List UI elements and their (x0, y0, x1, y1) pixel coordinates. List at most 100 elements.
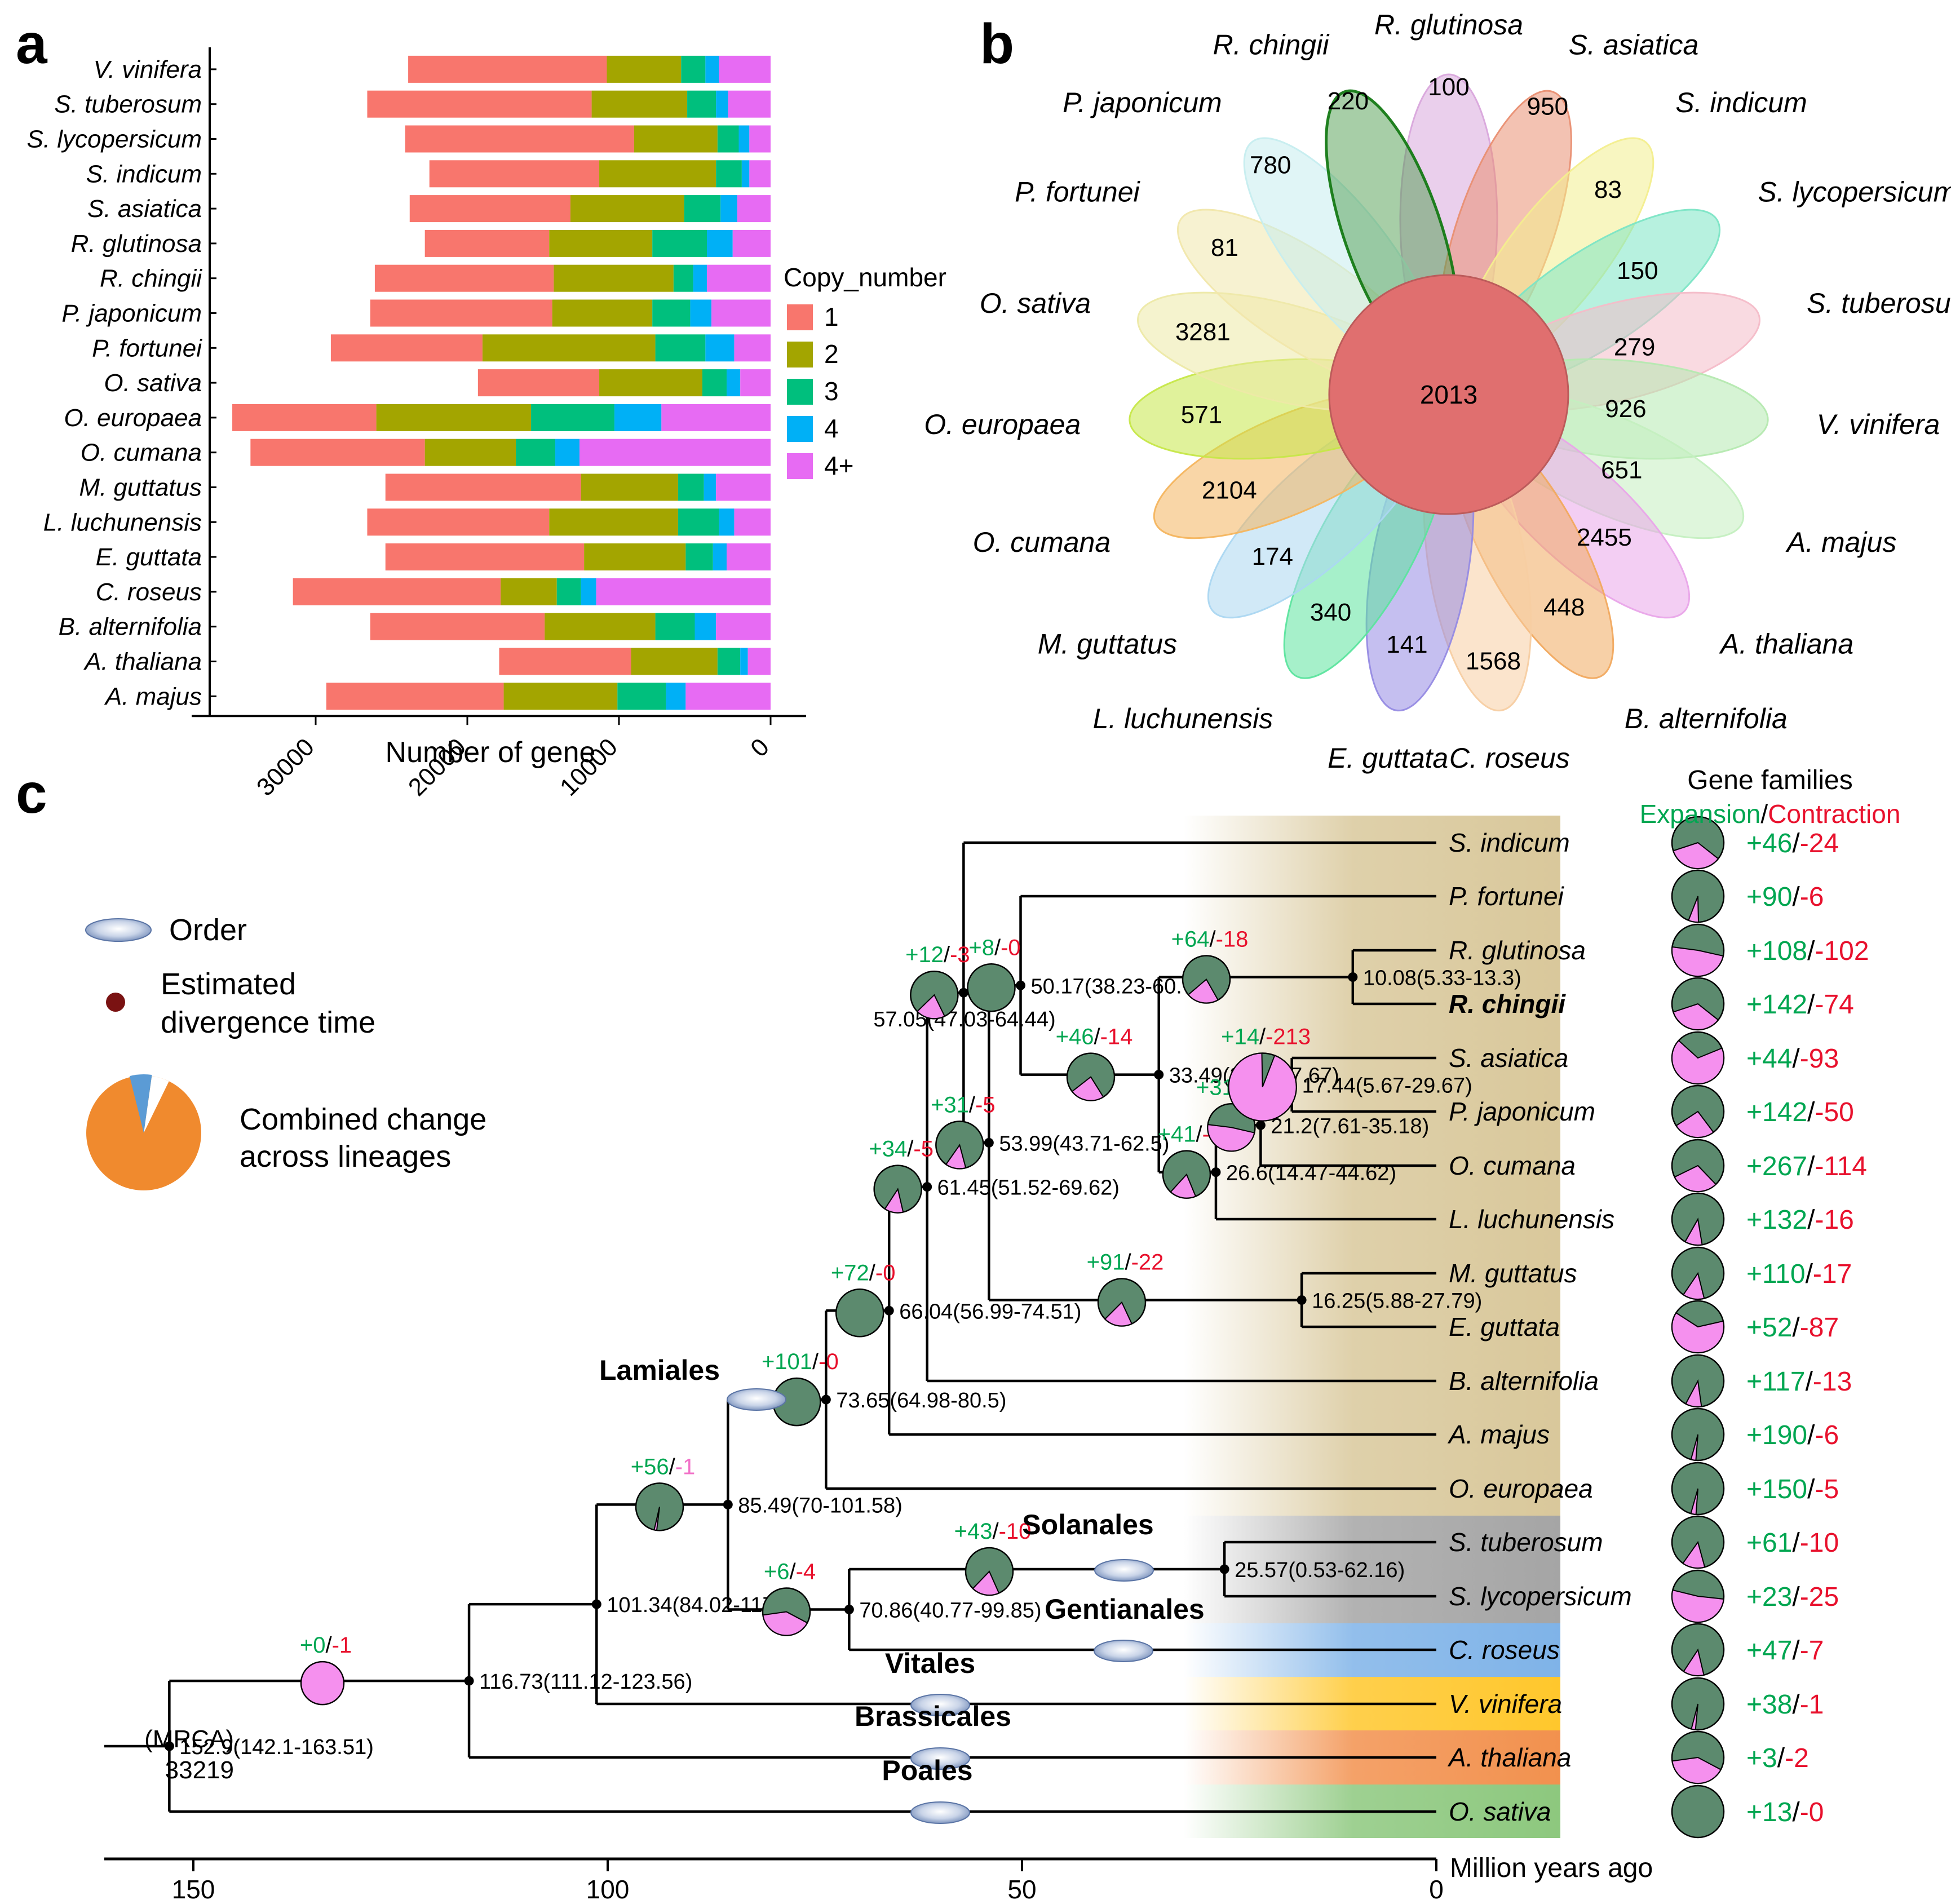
branch-exp-con-label: +12/-3 (905, 942, 970, 967)
slash: / (1807, 990, 1815, 1020)
branch-exp-con-label: +91/-22 (1087, 1250, 1164, 1275)
bar-category-label: O. cumana (81, 439, 202, 467)
slash: / (1259, 1025, 1266, 1050)
venn-petal-count: 340 (1310, 599, 1351, 626)
slash: / (907, 1137, 914, 1162)
bar-segment-2 (584, 543, 686, 571)
slash: / (1792, 1044, 1800, 1074)
con-value: -0 (875, 1260, 896, 1285)
pie-chart (1671, 1785, 1725, 1839)
venn-petal-count: 3281 (1175, 318, 1231, 346)
bar-category-label: R. chingii (100, 265, 202, 293)
pie-contraction-slice (1671, 946, 1724, 977)
legend-item-label: 1 (824, 302, 839, 331)
bar-category-label: S. lycopersicum (26, 126, 202, 153)
tree-tip-label: O. cumana (1449, 1151, 1576, 1180)
exp-value: +101 (762, 1349, 812, 1374)
tree-tip-label: A. majus (1447, 1420, 1550, 1449)
expansion-count: +150 (1746, 1475, 1807, 1504)
bar-segment-2 (554, 264, 674, 292)
con-value: -0 (819, 1349, 839, 1374)
contraction-count: -25 (1800, 1582, 1839, 1612)
exp-value: +14 (1221, 1025, 1259, 1050)
bar-segment-3 (655, 334, 706, 362)
node-age-label: 25.57(0.53-62.16) (1235, 1558, 1405, 1582)
bar-segment-4 (705, 334, 735, 362)
expansion-count: +117 (1746, 1367, 1806, 1397)
gene-family-counts: +150/-5 (1746, 1475, 1839, 1504)
expansion-count: +23 (1746, 1582, 1792, 1612)
slash: / (1792, 1582, 1800, 1612)
node-age-label: 70.86(40.77-99.85) (859, 1599, 1041, 1623)
expansion-count: +267 (1746, 1152, 1807, 1181)
bar-segment-4 (581, 578, 596, 605)
venn-petal-count: 174 (1252, 543, 1293, 570)
contraction-count: -13 (1813, 1367, 1852, 1397)
order-name-label: Vitales (885, 1648, 975, 1679)
bar-segment-4+ (734, 508, 771, 536)
contraction-count: -50 (1815, 1097, 1853, 1127)
tree-tip-label: C. roseus (1449, 1635, 1560, 1664)
pie-contraction-slice (1673, 1003, 1719, 1030)
divergence-node-dot (821, 1394, 831, 1405)
tree-tip-label: O. sativa (1449, 1797, 1551, 1826)
bar-segment-3 (702, 369, 727, 397)
gene-family-rows: S. indicum +46/-24P. fortunei +90/-6R. glu… (1447, 816, 1869, 1839)
bar-segment-4+ (749, 125, 771, 153)
bar-category-label: P. japonicum (61, 300, 202, 327)
gene-family-counts: +23/-25 (1746, 1582, 1839, 1612)
bar-segment-4+ (719, 55, 771, 83)
slash: / (869, 1260, 876, 1285)
order-ellipses: Lamiales Solanales Gentianales Vitales Brass… (599, 1354, 1205, 1824)
venn-petal-count: 150 (1617, 257, 1658, 285)
pie-contraction-slice (1671, 1039, 1724, 1085)
node-age-label: 85.49(70-101.58) (738, 1494, 902, 1517)
legend-swatch-4 (787, 416, 813, 442)
con-value: -18 (1216, 927, 1249, 952)
bar-segment-2 (631, 648, 718, 675)
pie-contraction-slice (945, 1144, 967, 1170)
node-age-label: 152.9(142.1-163.51) (179, 1735, 373, 1759)
bar-segment-3 (717, 125, 739, 153)
contraction-count: -93 (1800, 1044, 1839, 1074)
bar-segment-4 (693, 264, 707, 292)
order-background-bands (1184, 816, 1560, 1838)
con-value: -5 (913, 1137, 934, 1162)
order-legend-ellipse (85, 918, 152, 942)
venn-petal-count: 100 (1428, 73, 1469, 101)
phylogenetic-tree-panel: 10.08(5.33-13.3) 17.44(5.67-29.67) 21.2(7.… (85, 765, 1900, 1904)
node-age-label: 21.2(7.61-35.18) (1271, 1114, 1429, 1138)
legend-item-label: 3 (824, 377, 839, 406)
bar-segment-4 (705, 55, 719, 83)
tree-tip-label: L. luchunensis (1449, 1205, 1614, 1234)
venn-petal-species-label: C. roseus (1449, 742, 1570, 774)
contraction-header-word: Contraction (1768, 799, 1900, 829)
con-value: -3 (950, 942, 970, 967)
bar-segment-2 (376, 404, 531, 431)
bar-segment-4+ (579, 439, 771, 466)
mrca-label: (MRCA) (144, 1725, 234, 1753)
bar-segment-1 (477, 369, 600, 397)
gene-family-counts: +13/-0 (1746, 1797, 1824, 1827)
legend-swatch-1 (787, 304, 813, 330)
bar-segment-3 (652, 299, 691, 327)
tree-tip-label: S. lycopersicum (1449, 1582, 1632, 1611)
contraction-count: -1 (1800, 1690, 1824, 1720)
time-tick-label: 0 (1429, 1875, 1444, 1901)
slash: / (1792, 829, 1800, 858)
bar-category-label: L. luchunensis (43, 508, 202, 536)
bar-category-label: M. guttatus (79, 474, 202, 502)
pie-contraction-slice (1104, 1301, 1133, 1327)
bar-segment-1 (499, 648, 631, 675)
bar-segment-1 (424, 229, 550, 257)
slash: / (992, 1519, 999, 1544)
contraction-count: -10 (1800, 1528, 1839, 1558)
branch-exp-con-label: +43/-10 (954, 1519, 1032, 1544)
slash: / (325, 1633, 332, 1658)
slash: / (1792, 1636, 1800, 1666)
slash: / (1792, 1528, 1800, 1558)
pie-contraction-slice (1684, 1217, 1703, 1246)
bar-segment-4+ (596, 578, 771, 605)
slash: / (1209, 927, 1216, 952)
bar-category-label: S. asiatica (87, 195, 202, 223)
